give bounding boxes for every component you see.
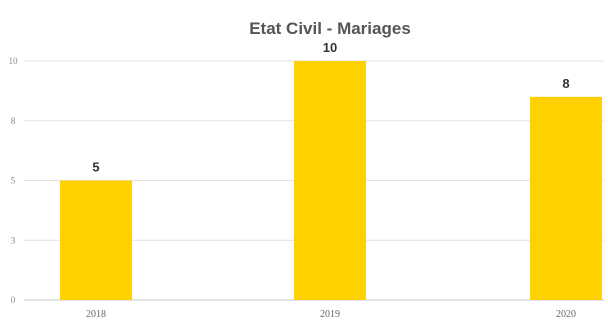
y-tick-label: 10 xyxy=(9,56,19,66)
y-axis-ticks: 0 3 5 8 10 xyxy=(9,56,19,305)
data-labels: 5 10 8 xyxy=(92,40,569,175)
y-tick-label: 5 xyxy=(11,176,16,186)
y-tick-label: 0 xyxy=(11,295,16,305)
bar xyxy=(294,61,366,300)
data-label: 8 xyxy=(562,76,569,91)
x-tick-label: 2020 xyxy=(556,309,576,320)
x-tick-label: 2019 xyxy=(320,309,340,320)
x-axis-ticks: 2018 2019 2020 xyxy=(86,309,576,320)
data-label: 5 xyxy=(92,160,99,175)
bars xyxy=(60,61,602,300)
x-tick-label: 2018 xyxy=(86,309,106,320)
chart-title: Etat Civil - Mariages xyxy=(249,19,411,38)
bar xyxy=(60,180,132,300)
y-tick-label: 3 xyxy=(11,235,16,245)
bar xyxy=(530,96,602,300)
y-tick-label: 8 xyxy=(11,116,16,126)
data-label: 10 xyxy=(323,40,337,55)
